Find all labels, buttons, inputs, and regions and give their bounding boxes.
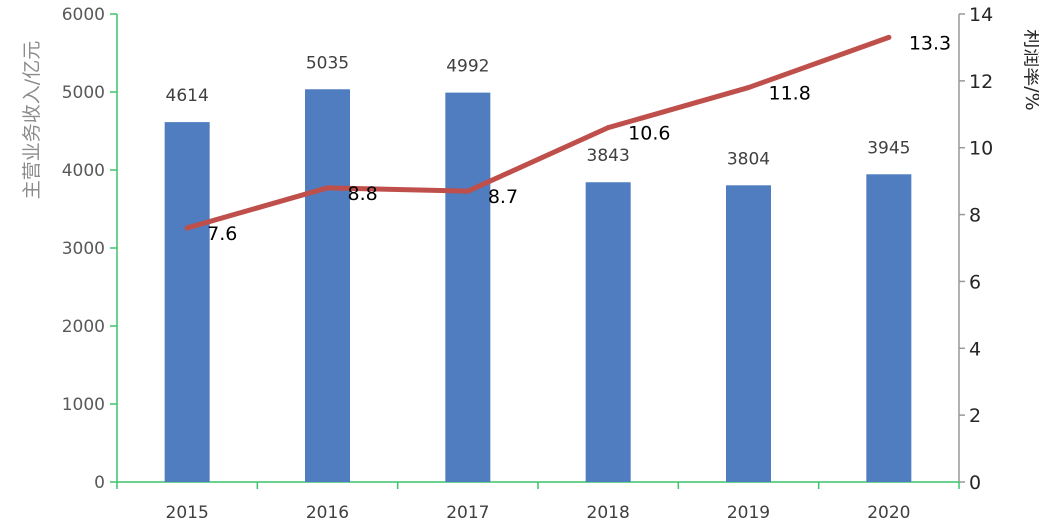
bar-data-label: 4992 — [446, 57, 489, 77]
bar — [164, 122, 210, 482]
line-point — [886, 34, 892, 40]
y-tick-label: 5000 — [62, 83, 105, 103]
y2-axis-title: 利润率/% — [1021, 29, 1039, 110]
y-tick-label: 4000 — [62, 161, 105, 181]
line-series — [184, 34, 892, 231]
y-tick-label: 0 — [94, 473, 105, 493]
line-series-path — [184, 34, 892, 231]
bar-data-label: 3804 — [727, 149, 770, 169]
bar-data-label: 4614 — [166, 86, 209, 106]
y-tick-label: 1000 — [62, 395, 105, 415]
x-tick-label: 2015 — [166, 503, 209, 523]
y-tick-label: 3000 — [62, 239, 105, 259]
x-tick-label: 2017 — [446, 503, 489, 523]
bar — [726, 185, 771, 482]
bar-data-label: 3843 — [587, 146, 630, 166]
bar — [445, 92, 491, 483]
bar — [866, 174, 912, 483]
line-data-label: 8.7 — [488, 186, 518, 208]
line-point — [605, 125, 611, 131]
y2-tick-label: 0 — [969, 472, 981, 494]
line-data-label: 13.3 — [909, 32, 951, 54]
x-tick-label: 2016 — [306, 503, 349, 523]
y2-tick-label: 14 — [969, 4, 993, 26]
y2-tick-label: 6 — [969, 271, 981, 293]
bar — [585, 182, 631, 482]
line-point — [746, 85, 751, 91]
line-data-label: 11.8 — [769, 83, 811, 105]
line-data-label: 7.6 — [207, 223, 237, 245]
line-point — [184, 225, 190, 231]
x-tick-label: 2019 — [727, 503, 770, 523]
line-data-label: 8.8 — [348, 183, 378, 205]
x-tick-label: 2018 — [587, 503, 630, 523]
y2-tick-label: 8 — [969, 205, 981, 227]
y2-tick-label: 10 — [969, 138, 993, 160]
y-axis-title: 主营业务收入/亿元 — [21, 41, 43, 199]
line-data-label: 10.6 — [628, 123, 670, 145]
line-point — [325, 185, 330, 191]
y2-tick-label: 2 — [969, 405, 981, 427]
bars — [164, 89, 912, 483]
x-tick-label: 2020 — [867, 503, 910, 523]
labels: 4614 5035 4992 3843 3804 3945 7.6 8.8 8.7 10.6 11.… — [166, 32, 952, 245]
y2-tick-label: 12 — [969, 71, 993, 93]
axes: 0 1000 2000 3000 4000 5000 6000 0 2 4 6 8 10 12 14 2015… — [62, 4, 993, 523]
y-tick-label: 2000 — [62, 317, 105, 337]
line-point — [465, 188, 471, 194]
bar — [305, 89, 350, 483]
y-tick-label: 6000 — [62, 5, 105, 25]
bar-data-label: 5035 — [306, 53, 349, 73]
bar-data-label: 3945 — [867, 138, 910, 158]
y2-tick-label: 4 — [969, 338, 981, 360]
